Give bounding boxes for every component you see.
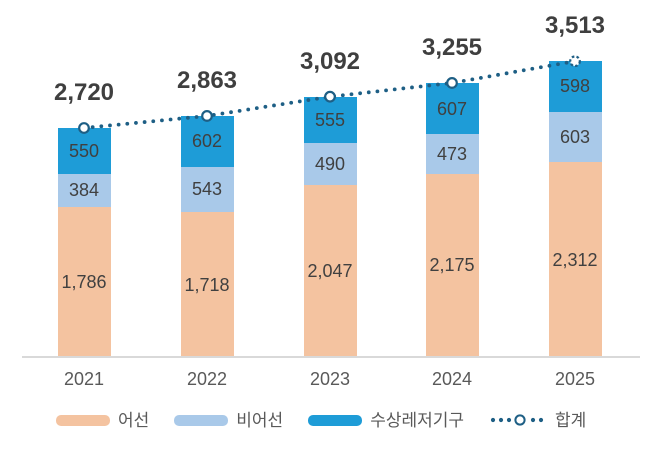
- legend-item-non-fishing-vessels: 비어선: [174, 412, 283, 429]
- dotted-line-open-circle-icon: [490, 414, 544, 426]
- bar-segment-fishing-vessels-2023: 2,047: [303, 184, 357, 357]
- bar-segment-non-fishing-vessels-2022: 543: [180, 166, 234, 213]
- legend-swatch-non-fishing-vessels: [174, 414, 229, 426]
- segment-value-label: 490: [314, 154, 346, 175]
- legend-label-water-leisure-craft: 수상레저기구: [370, 410, 465, 430]
- segment-value-label: 473: [436, 143, 468, 164]
- bar-segment-fishing-vessels-2025: 2,312: [548, 162, 602, 357]
- legend-label-total: 합계: [555, 410, 587, 430]
- total-label-2021: 2,720: [53, 79, 115, 106]
- total-label-2025: 3,513: [544, 12, 606, 40]
- legend-swatch-fishing-vessels: [56, 414, 110, 426]
- segment-value-label: 1,718: [184, 274, 230, 295]
- segment-value-label: 550: [68, 141, 100, 162]
- segment-value-label: 1,786: [61, 271, 107, 292]
- x-axis-label-2022: 2022: [186, 369, 228, 389]
- bar-segment-fishing-vessels-2021: 1,786: [57, 206, 111, 357]
- total-label-2024: 3,255: [421, 33, 483, 61]
- segment-value-label: 384: [68, 180, 100, 201]
- bar-segment-non-fishing-vessels-2021: 384: [57, 174, 111, 207]
- legend: 어선 비어선 수상레저기구 합계: [56, 411, 586, 429]
- legend-item-total: 합계: [489, 411, 586, 429]
- bar-segment-non-fishing-vessels-2023: 490: [303, 143, 357, 185]
- x-axis-line: [22, 356, 640, 358]
- segment-value-label: 2,175: [429, 255, 475, 276]
- bar-segment-fishing-vessels-2024: 2,175: [425, 173, 479, 357]
- bar-segment-fishing-vessels-2022: 1,718: [180, 212, 234, 357]
- legend-label-non-fishing-vessels: 비어선: [236, 410, 284, 430]
- legend-item-fishing-vessels: 어선: [56, 412, 149, 429]
- x-axis-label-2024: 2024: [431, 369, 473, 389]
- segment-value-label: 603: [559, 126, 591, 147]
- x-axis-label-2025: 2025: [554, 369, 596, 389]
- legend-swatch-water-leisure-craft: [308, 414, 363, 426]
- legend-item-water-leisure-craft: 수상레저기구: [308, 412, 464, 429]
- segment-value-label: 543: [191, 179, 223, 200]
- segment-value-label: 2,312: [552, 249, 598, 270]
- segment-value-label: 2,047: [307, 260, 353, 281]
- x-axis-label-2021: 2021: [63, 369, 105, 389]
- segment-value-label: 602: [191, 131, 223, 152]
- x-axis-label-2023: 2023: [309, 369, 351, 389]
- legend-label-fishing-vessels: 어선: [118, 410, 150, 430]
- bar-segment-water-leisure-craft-2021: 550: [57, 128, 111, 175]
- bar-segment-non-fishing-vessels-2024: 473: [425, 134, 479, 174]
- total-label-2023: 3,092: [299, 47, 361, 75]
- total-label-2022: 2,863: [176, 66, 238, 94]
